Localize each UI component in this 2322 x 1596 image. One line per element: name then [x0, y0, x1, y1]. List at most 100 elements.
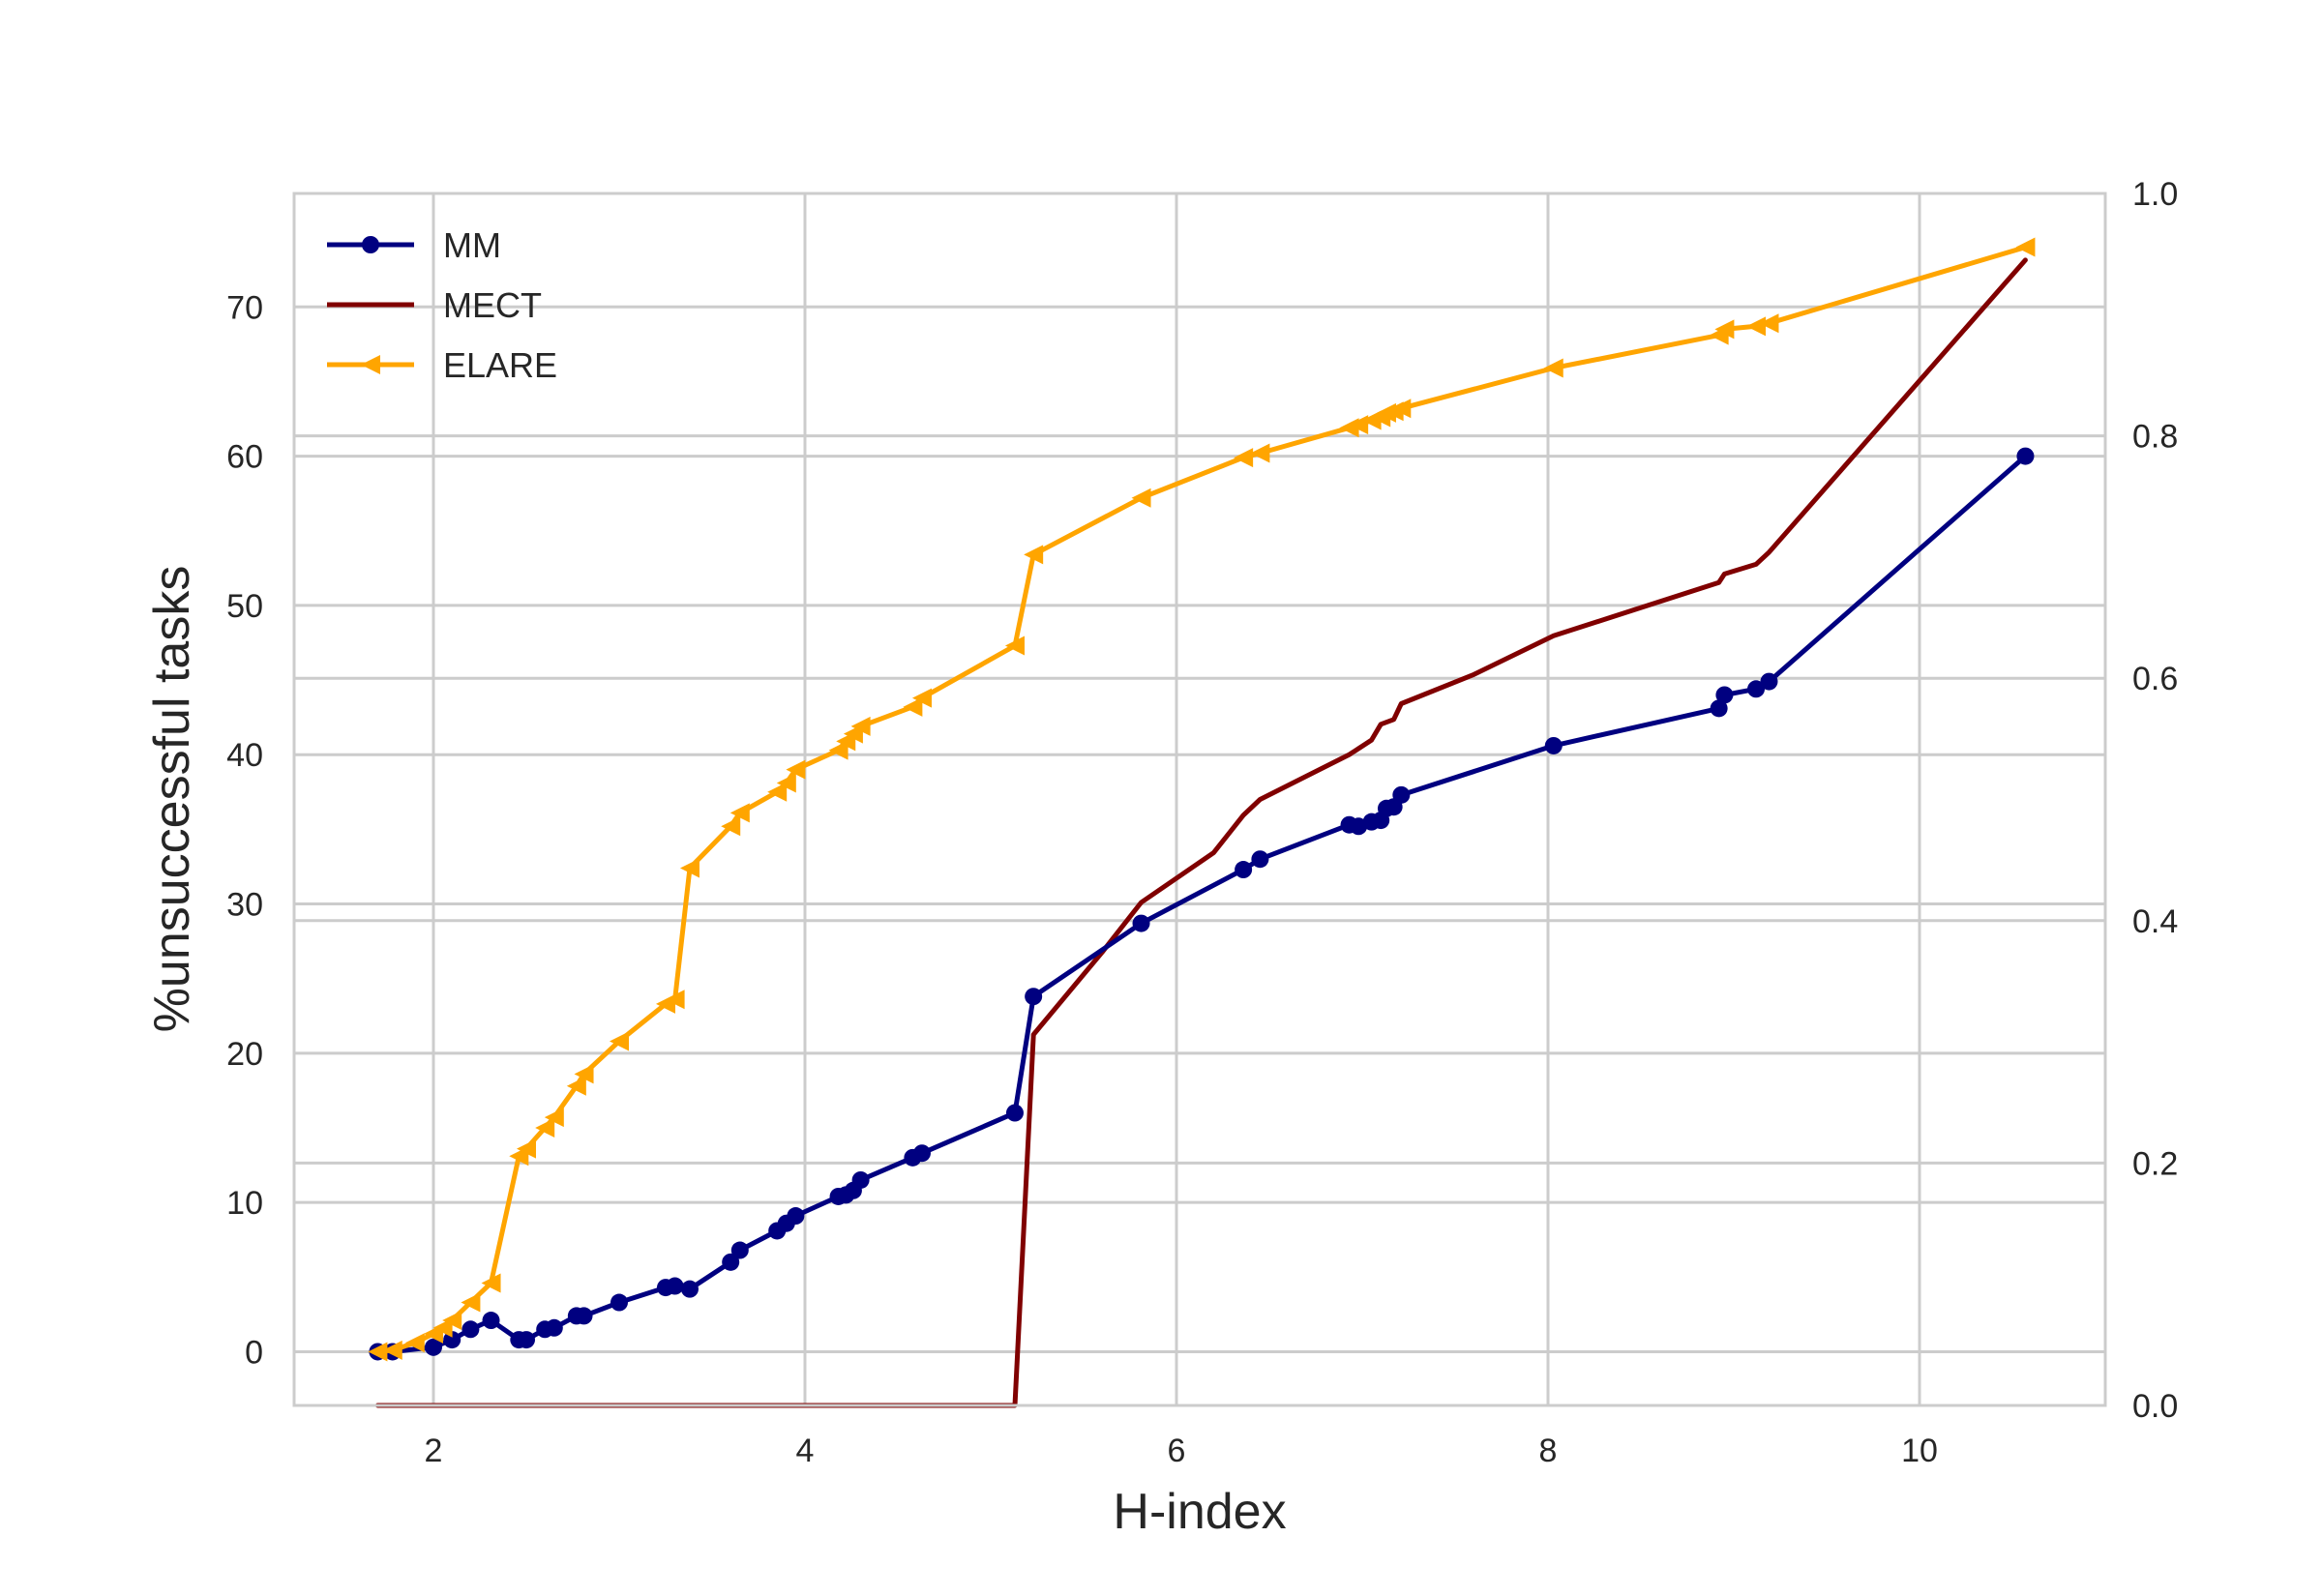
data-point-elare [1250, 443, 1270, 463]
data-point-elare [517, 1138, 536, 1159]
y2-tick-label: 0.4 [2132, 903, 2178, 940]
legend-label-mect: MECT [443, 285, 542, 325]
data-point-mm [545, 1318, 563, 1337]
data-point-elare [566, 1076, 586, 1096]
data-point-elare [535, 1117, 555, 1138]
y2-tick-label: 0.8 [2132, 419, 2178, 456]
data-point-elare [442, 1311, 462, 1331]
data-point-mm [443, 1331, 461, 1349]
data-point-mm [680, 1280, 699, 1298]
data-point-elare [461, 1292, 481, 1313]
series-mm [369, 447, 2035, 1361]
data-point-mm [1251, 850, 1269, 869]
data-point-mm [1392, 785, 1411, 804]
y-tick-label: 20 [226, 1036, 263, 1073]
data-point-mm [912, 1144, 931, 1163]
data-point-elare [786, 759, 806, 780]
data-point-mm [1235, 861, 1253, 879]
data-point-elare [574, 1064, 594, 1084]
data-point-elare [1004, 635, 1025, 656]
x-tick-label: 8 [1539, 1433, 1558, 1469]
data-point-mm [1132, 914, 1150, 932]
data-point-elare [911, 688, 932, 708]
data-point-elare [1234, 448, 1254, 468]
data-point-mm [1544, 736, 1563, 754]
data-point-elare [729, 803, 750, 823]
data-point-elare [776, 773, 796, 793]
data-point-elare [1714, 319, 1735, 340]
data-point-mm [2016, 447, 2035, 465]
data-point-elare [828, 740, 848, 760]
data-point-mm [610, 1293, 628, 1312]
data-point-elare [850, 716, 871, 736]
x-tick-label: 4 [796, 1433, 815, 1469]
legend: MM MECT ELARE [327, 225, 557, 385]
y-tick-label: 40 [226, 737, 263, 774]
data-point-mm [722, 1253, 740, 1271]
legend-marker-elare [361, 355, 380, 374]
data-point-elare [767, 782, 788, 802]
data-point-elare [368, 1342, 388, 1362]
data-point-elare [432, 1317, 453, 1338]
data-point-mm [1005, 1104, 1024, 1122]
data-point-elare [2015, 237, 2036, 257]
data-point-elare [1543, 358, 1563, 378]
data-point-mm [1710, 699, 1728, 718]
data-point-elare [1391, 399, 1412, 419]
data-point-mm [425, 1338, 442, 1356]
x-axis-label: H-index [1113, 1484, 1286, 1540]
data-point-mm [1715, 686, 1734, 704]
data-point-mm [461, 1320, 480, 1339]
series-mect [374, 257, 2028, 1408]
series-layer [368, 237, 2036, 1408]
data-point-elare [1759, 313, 1779, 334]
x-tick-labels: 2 4 6 8 10 [425, 1433, 1938, 1469]
y-tick-label: 70 [226, 289, 263, 326]
data-point-elare [1746, 316, 1767, 337]
data-point-mm [575, 1307, 593, 1325]
data-point-elare [481, 1273, 501, 1293]
series-line-mect [374, 257, 2028, 1408]
plot-border [292, 192, 2107, 1407]
data-point-elare [903, 696, 923, 717]
data-point-mm [1760, 672, 1778, 691]
y-tick-label: 60 [226, 439, 263, 476]
y-tick-label: 0 [245, 1334, 263, 1371]
data-point-mm [482, 1312, 500, 1330]
data-point-mm [730, 1241, 749, 1259]
legend-label-mm: MM [443, 225, 501, 265]
plot-frame [294, 193, 2105, 1405]
y-tick-label: 10 [226, 1185, 263, 1222]
y2-tick-labels: 0.0 0.2 0.4 0.6 0.8 1.0 [2132, 176, 2178, 1425]
y2-tick-label: 0.0 [2132, 1388, 2178, 1425]
grid [294, 193, 2105, 1405]
y-tick-label: 50 [226, 588, 263, 625]
data-point-mm [666, 1277, 684, 1295]
data-point-mm [1025, 988, 1043, 1006]
x-tick-label: 10 [1901, 1433, 1938, 1469]
legend-item-mm: MM [327, 225, 501, 265]
x-tick-label: 6 [1168, 1433, 1186, 1469]
data-point-elare [544, 1108, 564, 1128]
data-point-elare [1024, 545, 1044, 565]
data-point-mm [851, 1170, 870, 1189]
data-point-elare [679, 858, 700, 878]
data-point-elare [382, 1340, 402, 1360]
legend-item-elare: ELARE [327, 345, 557, 385]
legend-item-mect: MECT [327, 285, 542, 325]
y2-tick-label: 0.2 [2132, 1145, 2178, 1182]
y2-tick-label: 1.0 [2132, 176, 2178, 213]
data-point-elare [721, 816, 741, 837]
data-point-elare [610, 1031, 629, 1051]
data-point-elare [404, 1333, 425, 1353]
data-point-elare [1131, 488, 1151, 508]
data-point-mm [1747, 680, 1766, 698]
legend-marker-mm [362, 236, 379, 253]
legend-label-elare: ELARE [443, 345, 557, 385]
y-tick-labels: 0 10 20 30 40 50 60 70 [226, 289, 263, 1371]
series-elare [368, 237, 2036, 1362]
x-tick-label: 2 [425, 1433, 443, 1469]
y-axis-label: %unsuccessful tasks [144, 566, 200, 1033]
y-tick-label: 30 [226, 887, 263, 924]
